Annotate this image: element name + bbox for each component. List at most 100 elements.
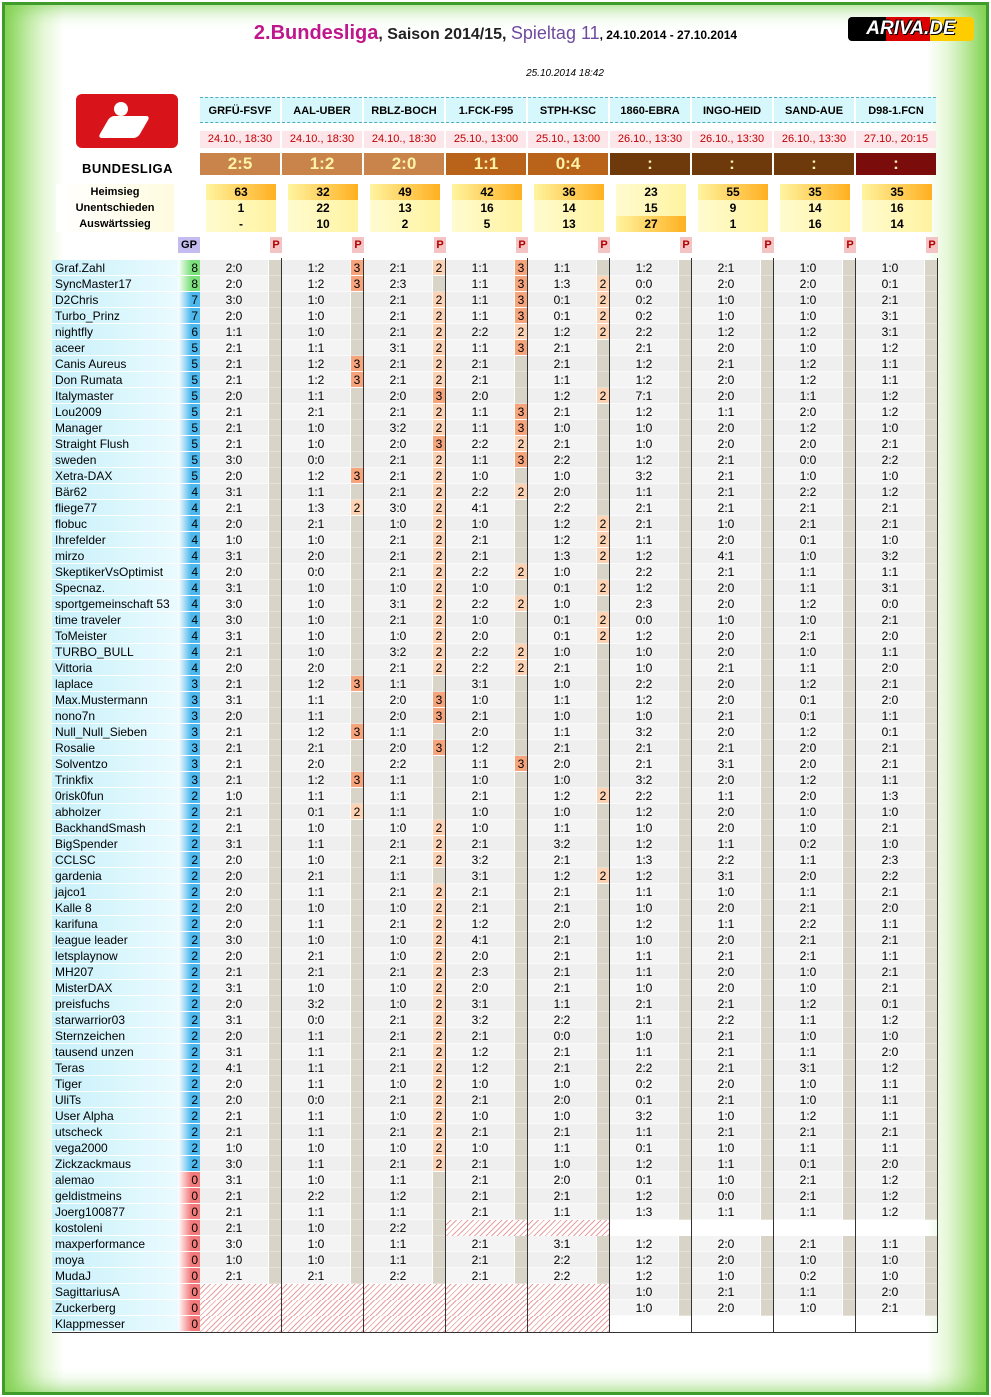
tip: 2:0 xyxy=(774,276,842,292)
tip: 2:2 xyxy=(610,324,678,340)
points-empty xyxy=(925,1188,937,1204)
player-name: MudaJ xyxy=(52,1268,178,1284)
tip: 2:1 xyxy=(774,932,842,948)
tip: 1:0 xyxy=(528,564,596,580)
points-empty xyxy=(515,1028,527,1044)
gp-value: 2 xyxy=(178,916,200,932)
points-empty xyxy=(679,340,691,356)
tip: 2:0 xyxy=(692,964,760,980)
no-tip xyxy=(200,1284,281,1300)
points-empty xyxy=(925,964,937,980)
tip: 2:2 xyxy=(528,1012,596,1028)
tip: 2:1 xyxy=(364,1092,432,1108)
points-empty xyxy=(925,1236,937,1252)
points-empty xyxy=(597,948,609,964)
points: 2 xyxy=(433,548,445,564)
gp-value: 2 xyxy=(178,820,200,836)
tip: 2:1 xyxy=(528,1060,596,1076)
tip: 1:0 xyxy=(528,772,596,788)
points-empty xyxy=(269,516,281,532)
points-empty xyxy=(597,884,609,900)
tip: 0:0 xyxy=(610,276,678,292)
points-empty xyxy=(597,964,609,980)
points: 3 xyxy=(515,276,527,292)
tip: 1:0 xyxy=(364,820,432,836)
tip: 1:1 xyxy=(364,868,432,884)
tip: 0:1 xyxy=(528,628,596,644)
points-empty xyxy=(679,820,691,836)
points-empty xyxy=(843,820,855,836)
tip: 2:0 xyxy=(692,1300,760,1316)
points-empty xyxy=(597,1124,609,1140)
points-header: P xyxy=(434,237,446,253)
player-name: starwarrior03 xyxy=(52,1012,178,1028)
tip: 1:0 xyxy=(528,596,596,612)
points: 3 xyxy=(433,740,445,756)
tip: 1:2 xyxy=(528,788,596,804)
tip: 2:2 xyxy=(364,1220,432,1236)
column-divider xyxy=(773,258,774,1332)
player-name: TURBO_BULL xyxy=(52,644,178,660)
points-empty xyxy=(433,788,445,804)
tip: 1:0 xyxy=(610,1284,678,1300)
points-empty xyxy=(679,868,691,884)
points-empty xyxy=(269,724,281,740)
player-name: SagittariusA xyxy=(52,1284,178,1300)
points-empty xyxy=(761,324,773,340)
tip: 1:2 xyxy=(610,372,678,388)
tip: 1:0 xyxy=(774,308,842,324)
tip: 3:1 xyxy=(446,868,514,884)
points-empty xyxy=(351,820,363,836)
gp-value: 2 xyxy=(178,1140,200,1156)
points: 2 xyxy=(597,580,609,596)
tip: 2:1 xyxy=(364,356,432,372)
points-empty xyxy=(351,1236,363,1252)
points-empty xyxy=(843,484,855,500)
tip: 1:0 xyxy=(774,340,842,356)
points-empty xyxy=(761,468,773,484)
match-result: 0:4 xyxy=(528,153,608,175)
match-code: STPH-KSC xyxy=(528,97,608,123)
tip: 2:1 xyxy=(528,852,596,868)
player-name: Tiger xyxy=(52,1076,178,1092)
points-empty xyxy=(515,964,527,980)
tip: 1:2 xyxy=(774,356,842,372)
tip: 1:0 xyxy=(774,292,842,308)
points-empty xyxy=(515,1012,527,1028)
tip: 2:1 xyxy=(364,324,432,340)
gp-value: 3 xyxy=(178,676,200,692)
points-empty xyxy=(761,836,773,852)
stat-value: 5 xyxy=(452,216,522,232)
gp-value: 8 xyxy=(178,276,200,292)
tip: 2:1 xyxy=(692,1092,760,1108)
points-empty xyxy=(843,1300,855,1316)
points-empty xyxy=(351,1188,363,1204)
tip: 1:2 xyxy=(282,276,350,292)
tip: 1:1 xyxy=(692,404,760,420)
tip: 2:0 xyxy=(282,660,350,676)
points: 2 xyxy=(597,548,609,564)
tip: 2:1 xyxy=(692,484,760,500)
tip: 2:1 xyxy=(528,404,596,420)
tip: 3:0 xyxy=(200,452,268,468)
points: 2 xyxy=(433,900,445,916)
points-empty xyxy=(843,372,855,388)
points-empty xyxy=(679,1012,691,1028)
points-empty xyxy=(515,852,527,868)
tip: 2:1 xyxy=(774,628,842,644)
points-empty xyxy=(679,772,691,788)
tip: 2:1 xyxy=(364,468,432,484)
gp-value: 4 xyxy=(178,580,200,596)
points-empty xyxy=(925,868,937,884)
points-empty xyxy=(925,980,937,996)
tip: 1:2 xyxy=(446,916,514,932)
points-empty xyxy=(679,1076,691,1092)
points-header: P xyxy=(762,237,774,253)
tip: 2:0 xyxy=(200,708,268,724)
player-name: Don Rumata xyxy=(52,372,178,388)
tip: 1:0 xyxy=(446,1140,514,1156)
points: 2 xyxy=(515,436,527,452)
points-empty xyxy=(597,356,609,372)
tip: 0:1 xyxy=(610,1092,678,1108)
tip: 2:0 xyxy=(856,660,924,676)
